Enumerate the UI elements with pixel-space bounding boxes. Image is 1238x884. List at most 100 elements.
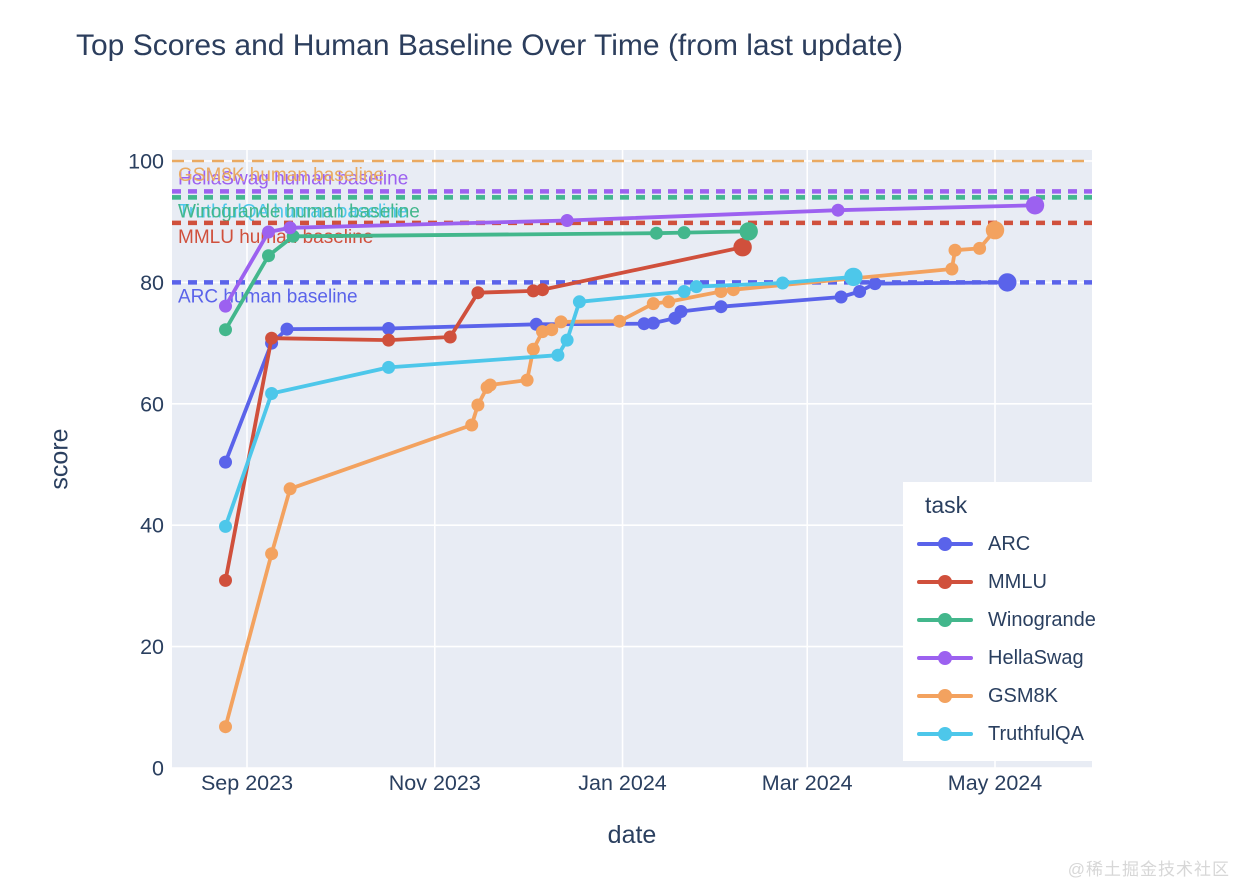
series-point-mmlu-7[interactable] — [733, 238, 752, 257]
series-point-gsm8k-17[interactable] — [945, 262, 959, 276]
series-point-gsm8k-8[interactable] — [526, 342, 540, 356]
x-tick-label-may-2024: May 2024 — [948, 771, 1042, 795]
baseline-label-arc-human-baseline: ARC human baseline — [178, 286, 358, 307]
legend-dot-icon — [938, 575, 952, 589]
series-point-truthfulqa-8[interactable] — [776, 276, 790, 290]
series-point-gsm8k-1[interactable] — [265, 547, 279, 561]
series-point-truthfulqa-3[interactable] — [551, 348, 565, 362]
series-point-gsm8k-13[interactable] — [646, 297, 660, 311]
series-point-truthfulqa-6[interactable] — [677, 285, 691, 298]
series-point-truthfulqa-4[interactable] — [560, 333, 574, 347]
series-point-gsm8k-12[interactable] — [613, 314, 626, 328]
series-point-gsm8k-0[interactable] — [219, 720, 232, 734]
series-point-hellaswag-0[interactable] — [219, 299, 232, 313]
legend-title: task — [925, 492, 968, 518]
legend-items: ARC MMLU Winogrande HellaSwag GSM8K TruthfulQ… — [903, 525, 1145, 753]
series-point-truthfulqa-9[interactable] — [844, 267, 863, 287]
legend-marker-icon — [917, 689, 973, 703]
legend-marker-icon — [917, 651, 973, 665]
series-point-hellaswag-1[interactable] — [262, 225, 275, 239]
legend-dot-icon — [938, 651, 952, 665]
series-point-gsm8k-20[interactable] — [985, 221, 1005, 240]
series-point-hellaswag-2[interactable] — [283, 221, 297, 235]
baseline-label-truthfulqa-human-baseline: TruthfulQA human baseline — [178, 201, 408, 222]
y-axis-title: score — [45, 428, 74, 490]
series-point-mmlu-1[interactable] — [265, 331, 279, 345]
series-point-arc-2[interactable] — [280, 322, 294, 336]
series-point-gsm8k-10[interactable] — [545, 323, 559, 337]
series-point-gsm8k-2[interactable] — [283, 482, 297, 496]
series-point-arc-11[interactable] — [853, 285, 867, 298]
y-tick-label-20: 20 — [140, 635, 164, 659]
y-tick-label-0: 0 — [152, 757, 164, 781]
series-point-winogrande-0[interactable] — [219, 323, 232, 337]
series-point-gsm8k-4[interactable] — [471, 398, 485, 412]
series-point-truthfulqa-5[interactable] — [572, 295, 586, 309]
legend-item-label: ARC — [988, 532, 1031, 555]
series-point-gsm8k-14[interactable] — [662, 295, 676, 309]
series-point-arc-9[interactable] — [714, 300, 728, 314]
series-point-winogrande-1[interactable] — [262, 249, 275, 263]
series-point-gsm8k-15[interactable] — [714, 285, 728, 298]
baseline-label-mmlu-human-baseline: MMLU human baseline — [178, 227, 373, 248]
legend-item-truthfulqa[interactable]: TruthfulQA — [903, 715, 1145, 753]
legend-item-label: MMLU — [988, 570, 1047, 593]
series-point-truthfulqa-7[interactable] — [689, 280, 703, 294]
series-point-mmlu-2[interactable] — [382, 333, 396, 347]
series-point-arc-12[interactable] — [868, 277, 882, 291]
series-point-arc-10[interactable] — [834, 290, 848, 304]
series-point-gsm8k-11[interactable] — [554, 315, 568, 329]
legend: task ARC MMLU Winogrande HellaSwag GSM8K Trut… — [903, 482, 1145, 761]
series-point-gsm8k-6[interactable] — [483, 378, 497, 392]
series-point-mmlu-6[interactable] — [536, 283, 549, 297]
series-point-arc-3[interactable] — [382, 322, 396, 335]
series-point-winogrande-5[interactable] — [739, 222, 758, 241]
x-tick-label-sep-2023: Sep 2023 — [201, 771, 293, 795]
series-point-arc-6[interactable] — [646, 316, 660, 330]
series-point-arc-0[interactable] — [219, 455, 232, 469]
y-tick-label-80: 80 — [140, 271, 164, 295]
series-point-gsm8k-7[interactable] — [520, 373, 534, 387]
series-point-truthfulqa-1[interactable] — [265, 387, 279, 400]
series-point-truthfulqa-2[interactable] — [382, 360, 396, 374]
watermark: @稀土掘金技术社区 — [1067, 860, 1230, 879]
legend-item-label: Winogrande — [988, 608, 1096, 631]
series-point-mmlu-3[interactable] — [443, 330, 457, 344]
series-point-arc-8[interactable] — [674, 305, 688, 318]
series-point-arc-5[interactable] — [637, 317, 651, 331]
legend-item-gsm8k[interactable]: GSM8K — [903, 677, 1145, 715]
series-point-hellaswag-5[interactable] — [1025, 196, 1045, 215]
legend-marker-icon — [917, 537, 973, 551]
legend-item-arc[interactable]: ARC — [903, 525, 1145, 563]
series-point-arc-13[interactable] — [998, 273, 1017, 292]
series-point-winogrande-4[interactable] — [677, 226, 691, 240]
x-tick-label-nov-2023: Nov 2023 — [389, 771, 481, 795]
legend-item-mmlu[interactable]: MMLU — [903, 563, 1145, 601]
legend-dot-icon — [938, 537, 952, 551]
series-line-winogrande — [223, 229, 751, 332]
series-point-gsm8k-19[interactable] — [973, 241, 987, 255]
baseline-label-winogrande-human-baseline: Winogrande human baseline — [178, 201, 420, 222]
series-point-winogrande-3[interactable] — [649, 226, 663, 240]
series-point-gsm8k-3[interactable] — [465, 418, 479, 432]
legend-item-label: TruthfulQA — [988, 722, 1084, 745]
legend-item-winogrande[interactable]: Winogrande — [903, 601, 1145, 639]
legend-marker-icon — [917, 575, 973, 589]
x-axis-title: date — [607, 821, 657, 849]
y-tick-label-100: 100 — [128, 150, 164, 174]
legend-dot-icon — [938, 727, 952, 741]
series-point-gsm8k-18[interactable] — [948, 243, 962, 257]
series-point-hellaswag-4[interactable] — [831, 203, 845, 217]
legend-dot-icon — [938, 689, 952, 703]
legend-marker-icon — [917, 613, 973, 627]
legend-marker-icon — [917, 727, 973, 741]
series-point-mmlu-0[interactable] — [219, 573, 232, 587]
series-point-mmlu-4[interactable] — [471, 286, 485, 300]
series-point-hellaswag-3[interactable] — [560, 214, 574, 227]
legend-item-label: HellaSwag — [988, 646, 1084, 669]
series-point-truthfulqa-0[interactable] — [219, 519, 232, 533]
legend-item-hellaswag[interactable]: HellaSwag — [903, 639, 1145, 677]
baseline-label-hellaswag-human-baseline: HellaSwag human baseline — [178, 168, 408, 189]
y-tick-label-60: 60 — [140, 392, 164, 416]
